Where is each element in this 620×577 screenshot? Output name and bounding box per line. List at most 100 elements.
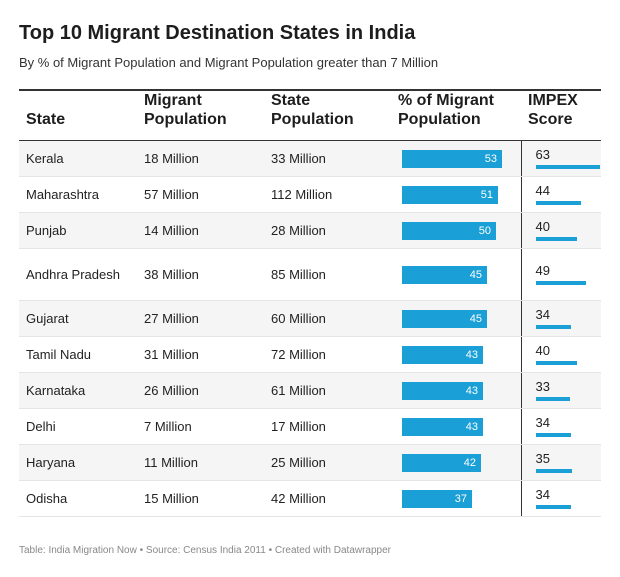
impex-bar bbox=[535, 201, 581, 205]
impex-cell: 34 bbox=[520, 480, 601, 517]
impex-cell: 49 bbox=[520, 248, 601, 301]
header-row: State Migrant Population State Populatio… bbox=[19, 90, 601, 141]
state-cell: Andhra Pradesh bbox=[19, 248, 137, 301]
table-row: Tamil Nadu 31 Million 72 Million 43 40 bbox=[19, 336, 601, 373]
table-row: Odisha 15 Million 42 Million 37 34 bbox=[19, 480, 601, 517]
impex-value: 40 bbox=[535, 343, 550, 358]
percent-bar: 42 bbox=[402, 453, 481, 472]
percent-cell: 45 bbox=[391, 248, 521, 301]
impex-bar bbox=[535, 433, 571, 437]
state-population-cell: 33 Million bbox=[264, 140, 391, 177]
percent-bar: 45 bbox=[402, 265, 487, 284]
impex-bar bbox=[535, 361, 577, 365]
state-population-cell: 42 Million bbox=[264, 480, 391, 517]
state-population-cell: 25 Million bbox=[264, 444, 391, 481]
migrant-population-cell: 38 Million bbox=[137, 248, 264, 301]
impex-cell: 40 bbox=[520, 212, 601, 249]
impex-cell: 44 bbox=[520, 176, 601, 213]
state-population-cell: 61 Million bbox=[264, 372, 391, 409]
state-cell: Gujarat bbox=[19, 300, 137, 337]
impex-value: 63 bbox=[535, 147, 550, 162]
impex-value: 35 bbox=[535, 451, 550, 466]
header-state: State bbox=[19, 90, 137, 141]
chart-subtitle: By % of Migrant Population and Migrant P… bbox=[19, 55, 439, 70]
percent-cell: 45 bbox=[391, 300, 521, 337]
state-cell: Tamil Nadu bbox=[19, 336, 137, 373]
table-row: Haryana 11 Million 25 Million 42 35 bbox=[19, 444, 601, 481]
impex-bar bbox=[535, 325, 571, 329]
impex-value: 34 bbox=[535, 415, 550, 430]
table-row: Karnataka 26 Million 61 Million 43 33 bbox=[19, 372, 601, 409]
table-row: Gujarat 27 Million 60 Million 45 34 bbox=[19, 300, 601, 337]
migrant-population-cell: 26 Million bbox=[137, 372, 264, 409]
impex-value: 34 bbox=[535, 307, 550, 322]
state-cell: Maharashtra bbox=[19, 176, 137, 213]
impex-value: 40 bbox=[535, 219, 550, 234]
percent-bar: 53 bbox=[402, 149, 502, 168]
header-impex-score: IMPEX Score bbox=[521, 90, 601, 141]
impex-cell: 35 bbox=[520, 444, 601, 481]
migrant-population-cell: 57 Million bbox=[137, 176, 264, 213]
percent-cell: 50 bbox=[391, 212, 521, 249]
percent-bar: 43 bbox=[402, 381, 483, 400]
impex-cell: 34 bbox=[520, 408, 601, 445]
percent-cell: 43 bbox=[391, 408, 521, 445]
state-population-cell: 17 Million bbox=[264, 408, 391, 445]
table-row: Maharashtra 57 Million 112 Million 51 44 bbox=[19, 176, 601, 213]
migrant-population-cell: 11 Million bbox=[137, 444, 264, 481]
migration-table: State Migrant Population State Populatio… bbox=[19, 89, 601, 517]
migrant-population-cell: 31 Million bbox=[137, 336, 264, 373]
state-population-cell: 112 Million bbox=[264, 176, 391, 213]
table-row: Kerala 18 Million 33 Million 53 63 bbox=[19, 140, 601, 177]
percent-cell: 43 bbox=[391, 336, 521, 373]
impex-value: 49 bbox=[535, 263, 550, 278]
impex-bar bbox=[535, 281, 586, 285]
chart-title: Top 10 Migrant Destination States in Ind… bbox=[19, 22, 416, 44]
impex-cell: 33 bbox=[520, 372, 601, 409]
state-cell: Kerala bbox=[19, 140, 137, 177]
state-cell: Karnataka bbox=[19, 372, 137, 409]
state-cell: Haryana bbox=[19, 444, 137, 481]
impex-cell: 34 bbox=[520, 300, 601, 337]
state-population-cell: 72 Million bbox=[264, 336, 391, 373]
impex-bar bbox=[535, 505, 571, 509]
impex-value: 34 bbox=[535, 487, 550, 502]
table-row: Punjab 14 Million 28 Million 50 40 bbox=[19, 212, 601, 249]
state-population-cell: 28 Million bbox=[264, 212, 391, 249]
percent-bar: 43 bbox=[402, 345, 483, 364]
impex-cell: 40 bbox=[520, 336, 601, 373]
percent-bar: 50 bbox=[402, 221, 496, 240]
impex-bar bbox=[535, 237, 577, 241]
state-population-cell: 85 Million bbox=[264, 248, 391, 301]
state-cell: Punjab bbox=[19, 212, 137, 249]
migrant-population-cell: 15 Million bbox=[137, 480, 264, 517]
percent-bar: 45 bbox=[402, 309, 487, 328]
impex-value: 44 bbox=[535, 183, 550, 198]
impex-value: 33 bbox=[535, 379, 550, 394]
header-state-population: State Population bbox=[264, 90, 391, 141]
percent-cell: 37 bbox=[391, 480, 521, 517]
state-cell: Odisha bbox=[19, 480, 137, 517]
percent-cell: 42 bbox=[391, 444, 521, 481]
migrant-population-cell: 18 Million bbox=[137, 140, 264, 177]
table-row: Delhi 7 Million 17 Million 43 34 bbox=[19, 408, 601, 445]
migrant-population-cell: 14 Million bbox=[137, 212, 264, 249]
impex-bar bbox=[535, 469, 572, 473]
state-population-cell: 60 Million bbox=[264, 300, 391, 337]
percent-cell: 43 bbox=[391, 372, 521, 409]
impex-bar bbox=[535, 397, 570, 401]
percent-cell: 51 bbox=[391, 176, 521, 213]
percent-bar: 37 bbox=[402, 489, 472, 508]
state-cell: Delhi bbox=[19, 408, 137, 445]
impex-cell: 63 bbox=[520, 140, 601, 177]
percent-bar: 51 bbox=[402, 185, 498, 204]
migrant-population-cell: 7 Million bbox=[137, 408, 264, 445]
header-percent-migrant: % of Migrant Population bbox=[391, 90, 521, 141]
percent-cell: 53 bbox=[391, 140, 521, 177]
percent-bar: 43 bbox=[402, 417, 483, 436]
table-row: Andhra Pradesh 38 Million 85 Million 45 49 bbox=[19, 248, 601, 301]
header-migrant-population: Migrant Population bbox=[137, 90, 264, 141]
chart-footer: Table: India Migration Now • Source: Cen… bbox=[19, 545, 392, 556]
migrant-population-cell: 27 Million bbox=[137, 300, 264, 337]
impex-bar bbox=[535, 165, 600, 169]
